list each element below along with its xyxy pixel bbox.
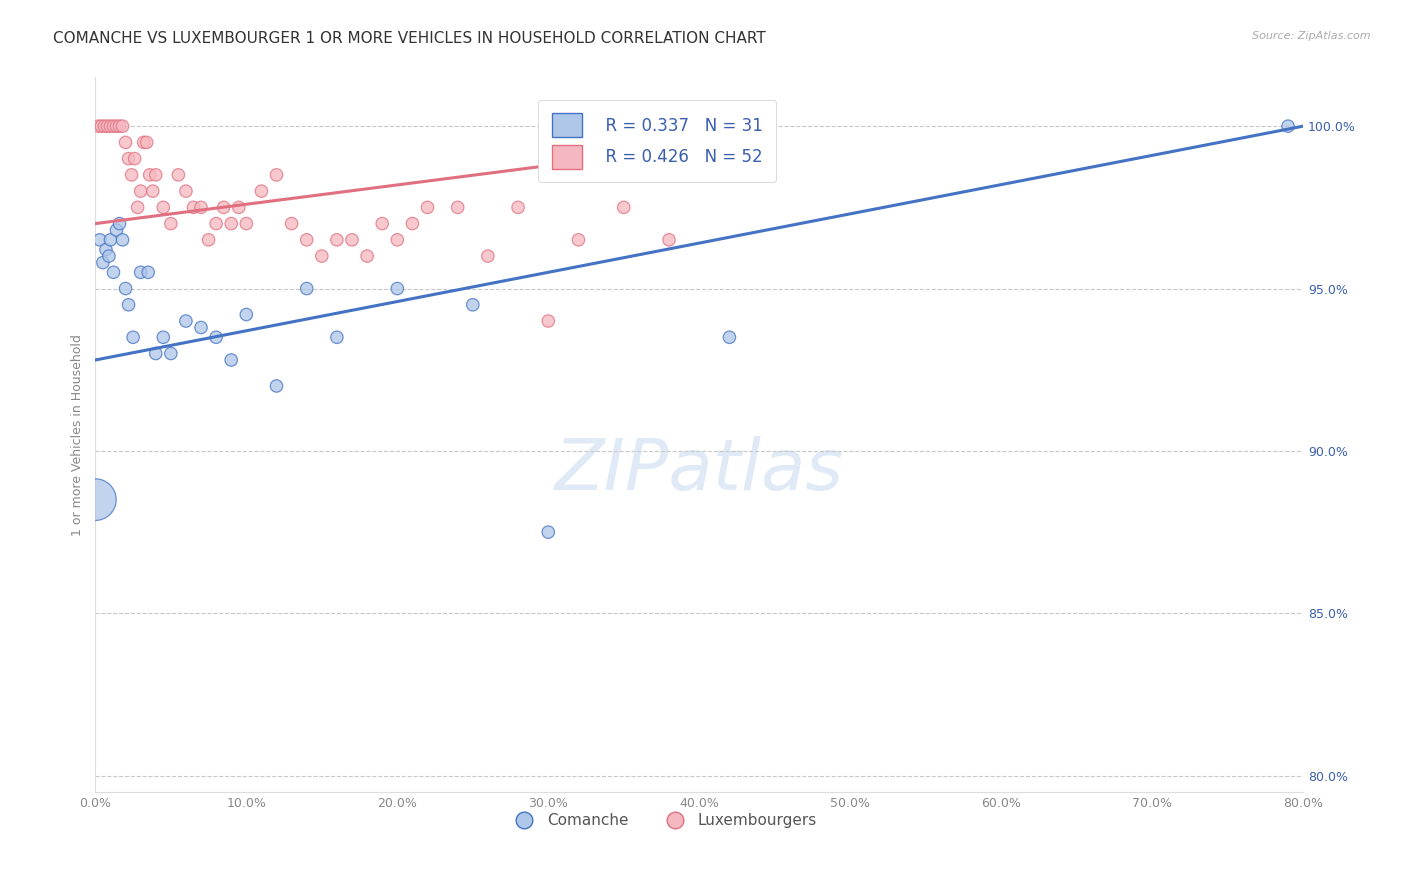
Point [111, 233, 134, 247]
Y-axis label: 1 or more Vehicles in Household: 1 or more Vehicles in Household [72, 334, 84, 535]
Point [129, 265, 152, 279]
Point [266, 379, 288, 393]
Point [205, 330, 228, 344]
Point [167, 168, 190, 182]
Point [124, 152, 146, 166]
Text: Source: ZipAtlas.com: Source: ZipAtlas.com [1253, 31, 1371, 41]
Point [387, 281, 409, 295]
Point [340, 233, 363, 247]
Legend: Comanche, Luxembourgers: Comanche, Luxembourgers [503, 807, 823, 834]
Point [235, 308, 257, 322]
Point [537, 525, 560, 540]
Point [718, 119, 741, 133]
Point [219, 353, 242, 368]
Point [136, 265, 159, 279]
Point [416, 200, 439, 214]
Point [89, 233, 111, 247]
Point [506, 200, 529, 214]
Point [100, 119, 122, 133]
Point [145, 168, 167, 182]
Point [266, 168, 288, 182]
Point [160, 217, 183, 231]
Point [90, 119, 112, 133]
Point [84, 492, 107, 507]
Point [197, 233, 219, 247]
Point [250, 184, 273, 198]
Point [160, 346, 183, 360]
Point [183, 200, 205, 214]
Point [97, 249, 120, 263]
Point [190, 200, 212, 214]
Point [93, 119, 115, 133]
Point [219, 217, 242, 231]
Point [174, 184, 197, 198]
Point [387, 233, 409, 247]
Point [1277, 119, 1299, 133]
Point [228, 200, 250, 214]
Point [326, 330, 349, 344]
Point [371, 217, 394, 231]
Text: ZIPatlas: ZIPatlas [555, 436, 844, 505]
Point [326, 233, 349, 247]
Point [108, 119, 131, 133]
Point [100, 233, 122, 247]
Point [477, 249, 499, 263]
Point [111, 119, 134, 133]
Point [190, 320, 212, 334]
Point [103, 119, 125, 133]
Point [108, 217, 131, 231]
Point [537, 314, 560, 328]
Point [105, 119, 128, 133]
Point [145, 346, 167, 360]
Point [718, 330, 741, 344]
Point [280, 217, 302, 231]
Point [96, 119, 118, 133]
Point [103, 265, 125, 279]
Point [138, 168, 160, 182]
Point [658, 233, 681, 247]
Point [121, 168, 143, 182]
Point [356, 249, 378, 263]
Point [295, 233, 318, 247]
Point [152, 330, 174, 344]
Point [174, 314, 197, 328]
Text: COMANCHE VS LUXEMBOURGER 1 OR MORE VEHICLES IN HOUSEHOLD CORRELATION CHART: COMANCHE VS LUXEMBOURGER 1 OR MORE VEHIC… [53, 31, 766, 46]
Point [152, 200, 174, 214]
Point [205, 217, 228, 231]
Point [132, 136, 155, 150]
Point [94, 243, 117, 257]
Point [129, 184, 152, 198]
Point [127, 200, 149, 214]
Point [122, 330, 145, 344]
Point [142, 184, 165, 198]
Point [212, 200, 235, 214]
Point [105, 223, 128, 237]
Point [135, 136, 157, 150]
Point [461, 298, 484, 312]
Point [87, 119, 110, 133]
Point [91, 255, 114, 269]
Point [311, 249, 333, 263]
Point [295, 281, 318, 295]
Point [613, 200, 636, 214]
Point [401, 217, 423, 231]
Point [447, 200, 470, 214]
Point [117, 152, 139, 166]
Point [235, 217, 257, 231]
Point [117, 298, 139, 312]
Point [114, 136, 136, 150]
Point [114, 281, 136, 295]
Point [567, 233, 589, 247]
